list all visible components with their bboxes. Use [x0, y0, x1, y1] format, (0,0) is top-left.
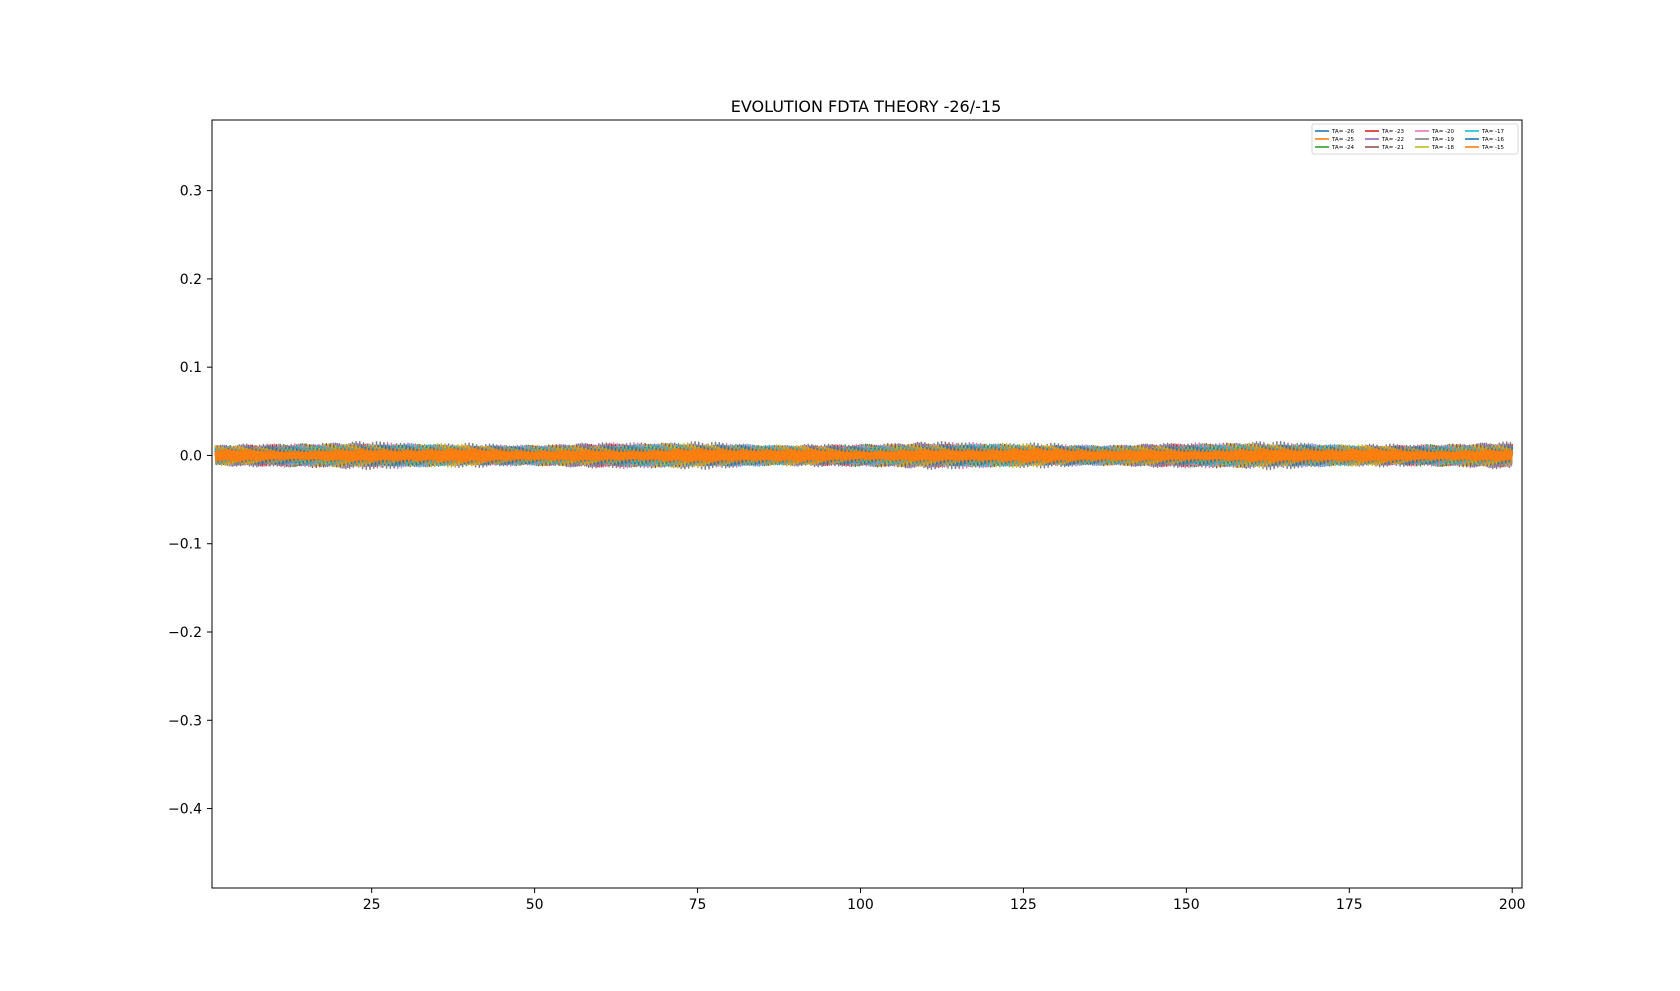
x-tick-label: 50: [526, 897, 544, 913]
y-tick-label: −0.1: [168, 537, 202, 553]
legend-entry: TA= -18: [1431, 145, 1455, 151]
legend: TA= -26 TA= -25 TA= -24 TA= -23 TA= -22 TA= -…: [1311, 123, 1519, 155]
legend-entry: TA= -17: [1481, 129, 1505, 135]
y-tick-label: 0.2: [180, 272, 202, 288]
series-line: [214, 445, 1513, 466]
legend-entry: TA= -15: [1481, 145, 1505, 151]
legend-entry: TA= -23: [1381, 129, 1405, 135]
y-tick-label: −0.2: [168, 625, 202, 641]
x-tick-label: 200: [1499, 897, 1526, 913]
legend-entry: TA= -22: [1381, 137, 1404, 143]
legend-entry: TA= -21: [1381, 145, 1404, 151]
y-tick-label: 0.3: [180, 184, 202, 200]
legend-entry: TA= -19: [1431, 137, 1455, 143]
legend-entry: TA= -20: [1431, 129, 1455, 135]
legend-entry: TA= -24: [1331, 145, 1355, 151]
axes-layer: 25 50 75 100 125 150 175 200 −0.4 −0.3 −0.2 −0.1 0.0…: [168, 119, 1526, 913]
y-tick-label: −0.4: [168, 802, 202, 818]
series-layer: [214, 440, 1513, 471]
x-tick-label: 75: [689, 897, 707, 913]
x-tick-label: 25: [363, 897, 381, 913]
x-tick-label: 125: [1010, 897, 1037, 913]
plot-frame: [211, 119, 1523, 889]
x-tick-label: 100: [847, 897, 874, 913]
y-tick-label: −0.3: [168, 713, 202, 729]
y-tick-label: 0.0: [180, 448, 202, 464]
y-tick-label: 0.1: [180, 360, 202, 376]
legend-entry: TA= -16: [1481, 137, 1505, 143]
legend-entry: TA= -26: [1331, 129, 1355, 135]
x-tick-label: 175: [1336, 897, 1363, 913]
chart-title: EVOLUTION FDTA THEORY -26/-15: [731, 97, 1002, 116]
x-tick-label: 150: [1173, 897, 1200, 913]
legend-entry: TA= -25: [1331, 137, 1355, 143]
